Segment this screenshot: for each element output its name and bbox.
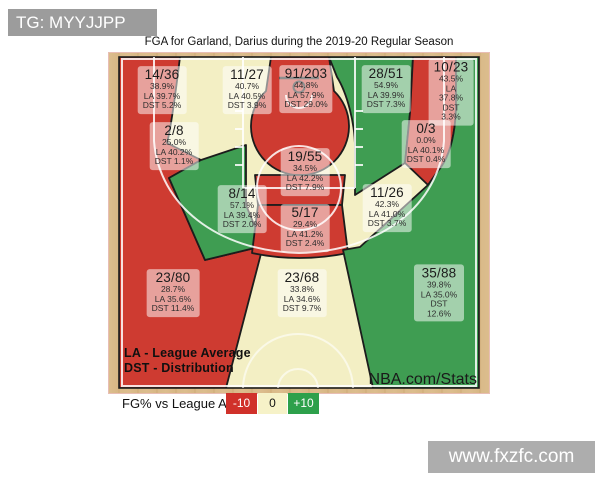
zone-fg-pct: 44.8% <box>293 80 319 91</box>
zone-label: 11/27 40.7% LA 40.5% DST 3.9% <box>222 66 272 114</box>
zone-distribution: DST 2.4% <box>285 238 325 249</box>
zone-distribution: DST 9.7% <box>282 303 322 314</box>
zone-distribution: DST 12.6% <box>426 298 452 319</box>
zone-fga: 2/8 <box>164 123 184 139</box>
legend-title: FG% vs League Avg <box>122 396 241 411</box>
zone-fga: 8/14 <box>228 186 256 202</box>
note-distribution: DST - Distribution <box>124 361 234 375</box>
zone-fg-pct: 42.3% <box>374 199 400 210</box>
zone-fg-pct: 33.8% <box>289 284 315 295</box>
zone-distribution: DST 11.4% <box>151 303 195 314</box>
zone-fga: 28/51 <box>368 66 404 82</box>
zone-league-avg: LA 34.6% <box>283 293 321 304</box>
zone-distribution: DST 1.1% <box>154 156 194 167</box>
zone-label: 28/51 54.9% LA 39.9% DST 7.3% <box>361 65 411 113</box>
legend-swatch-plus10: +10 <box>288 393 319 414</box>
zone-fga: 19/55 <box>287 149 323 165</box>
zone-fg-pct: 54.9% <box>373 80 399 91</box>
zone-fga: 10/23 <box>433 59 469 75</box>
zone-league-avg: LA 39.7% <box>143 90 181 101</box>
zone-league-avg: LA 37.8% <box>438 83 464 103</box>
zone-fga: 0/3 <box>416 121 436 137</box>
zone-distribution: DST 0.4% <box>406 154 446 165</box>
zone-distribution: DST 5.2% <box>142 100 182 111</box>
zone-label: 23/80 28.7% LA 35.6% DST 11.4% <box>146 269 200 317</box>
zone-label: 14/36 38.9% LA 39.7% DST 5.2% <box>137 66 187 114</box>
zone-distribution: DST 2.0% <box>222 219 262 230</box>
note-league-average: LA - League Average <box>124 346 251 360</box>
legend-swatch-minus10: -10 <box>226 393 257 414</box>
zone-fg-pct: 38.9% <box>149 81 175 92</box>
watermark-bottom-right: www.fxzfc.com <box>428 441 595 473</box>
zone-label: 11/26 42.3% LA 41.0% DST 3.7% <box>362 184 412 232</box>
zone-league-avg: LA 42.2% <box>286 172 324 183</box>
zone-label: 23/68 33.8% LA 34.6% DST 9.7% <box>277 269 327 317</box>
zone-label: 2/8 25.0% LA 40.2% DST 1.1% <box>149 122 199 170</box>
zone-fg-pct: 40.7% <box>234 81 260 92</box>
chart-title: FGA for Garland, Darius during the 2019-… <box>144 36 454 48</box>
zone-label: 8/14 57.1% LA 39.4% DST 2.0% <box>217 185 267 233</box>
zone-distribution: DST 3.7% <box>367 218 407 229</box>
zone-fga: 11/26 <box>370 185 404 201</box>
zone-league-avg: LA 41.2% <box>286 228 324 239</box>
zone-fg-pct: 29.4% <box>292 219 318 230</box>
zone-league-avg: LA 41.0% <box>368 208 406 219</box>
zone-fg-pct: 28.7% <box>160 284 186 295</box>
zone-distribution: DST 29.0% <box>284 99 328 110</box>
zone-league-avg: LA 40.5% <box>228 90 266 101</box>
zone-league-avg: LA 39.9% <box>367 89 405 100</box>
zone-label: 35/88 39.8% LA 35.0% DST 12.6% <box>414 264 464 322</box>
zone-league-avg: LA 40.2% <box>155 146 193 157</box>
shot-chart: 14/36 38.9% LA 39.7% DST 5.2% 11/27 40.7… <box>108 52 490 394</box>
zone-label: 19/55 34.5% LA 42.2% DST 7.9% <box>280 148 330 196</box>
watermark-top-left: TG: MYYJJPP <box>8 9 157 36</box>
zone-label: 91/203 44.8% LA 57.9% DST 29.0% <box>279 65 333 113</box>
zone-fga: 14/36 <box>144 67 180 83</box>
zone-league-avg: LA 40.1% <box>407 144 445 155</box>
zone-fg-pct: 25.0% <box>161 137 187 148</box>
zone-fga: 35/88 <box>421 265 457 281</box>
zone-fg-pct: 57.1% <box>229 200 255 211</box>
zone-distribution: DST 3.9% <box>227 100 267 111</box>
zone-fga: 5/17 <box>291 205 319 221</box>
zone-distribution: DST 3.3% <box>441 102 461 122</box>
zone-fga: 23/68 <box>284 270 320 286</box>
zone-league-avg: LA 39.4% <box>223 209 261 220</box>
zone-fg-pct: 0.0% <box>416 135 436 146</box>
legend-swatch-zero: 0 <box>258 393 287 414</box>
zone-distribution: DST 7.9% <box>285 182 325 193</box>
zone-label: 0/3 0.0% LA 40.1% DST 0.4% <box>401 120 451 168</box>
zone-league-avg: LA 57.9% <box>287 89 325 100</box>
zone-label: 10/23 43.5% LA 37.8% DST 3.3% <box>428 58 474 126</box>
source-label: NBA.com/Stats <box>368 371 477 388</box>
zone-fga: 23/80 <box>155 270 191 286</box>
zone-fga: 91/203 <box>284 66 328 82</box>
zone-fg-pct: 43.5% <box>438 73 464 84</box>
zone-league-avg: LA 35.0% <box>420 289 458 300</box>
zone-league-avg: LA 35.6% <box>154 293 192 304</box>
zone-fga: 11/27 <box>230 67 264 83</box>
zone-fg-pct: 39.8% <box>426 279 452 290</box>
zone-label: 5/17 29.4% LA 41.2% DST 2.4% <box>280 204 330 252</box>
zone-distribution: DST 7.3% <box>366 99 406 110</box>
zone-fg-pct: 34.5% <box>292 163 318 174</box>
